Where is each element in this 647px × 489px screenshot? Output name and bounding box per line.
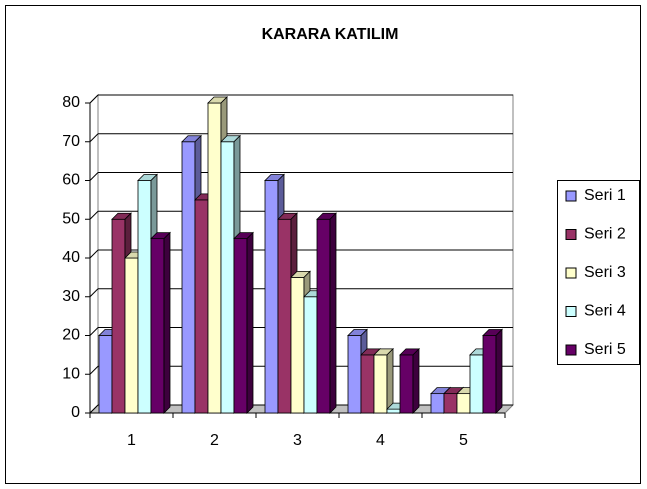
- legend-label: Seri 2: [584, 226, 626, 243]
- bar-front: [181, 141, 196, 414]
- y-tick-label: 80: [62, 94, 80, 111]
- legend-label: Seri 5: [584, 341, 626, 358]
- x-tick-label: 1: [127, 432, 136, 449]
- bar-front: [124, 257, 139, 414]
- bar-side: [412, 347, 420, 414]
- bar-front: [482, 335, 497, 414]
- bar-front: [194, 199, 209, 414]
- bar-front: [290, 276, 305, 414]
- bar-front: [430, 393, 445, 414]
- bar-front: [233, 238, 248, 414]
- bar-front: [443, 393, 458, 414]
- bar-front: [98, 335, 113, 414]
- x-tick-label: 5: [459, 432, 468, 449]
- legend-label: Seri 4: [584, 303, 626, 320]
- bar-front: [373, 354, 388, 414]
- bar-side: [495, 328, 503, 414]
- x-tick-label: 3: [293, 432, 302, 449]
- grid-line-side: [89, 210, 99, 220]
- bar-front: [360, 354, 375, 414]
- bar: [373, 347, 394, 414]
- grid-line-side: [89, 249, 99, 259]
- bar-front: [303, 296, 318, 414]
- y-tick-label: 10: [62, 365, 80, 382]
- bar-front: [220, 141, 235, 414]
- bar-front: [150, 238, 165, 414]
- bar: [233, 231, 254, 414]
- bar-side: [246, 231, 254, 414]
- legend-label: Seri 1: [584, 187, 626, 204]
- bar-front: [137, 180, 152, 414]
- y-tick-label: 30: [62, 288, 80, 305]
- y-tick-label: 50: [62, 210, 80, 227]
- grid-line-side: [89, 404, 99, 414]
- legend-swatch: [565, 306, 577, 317]
- legend-label: Seri 3: [584, 264, 626, 281]
- y-tick-label: 20: [62, 327, 80, 344]
- grid-line-side: [89, 94, 99, 104]
- y-tick-label: 70: [62, 133, 80, 150]
- bar-front: [386, 408, 401, 414]
- bar-front: [456, 393, 471, 414]
- grid-line-side: [89, 133, 99, 143]
- bar-front: [399, 354, 414, 414]
- bar-front: [111, 218, 126, 414]
- grid-line-side: [89, 288, 99, 298]
- bar-front: [277, 218, 292, 414]
- legend-swatch: [565, 344, 577, 356]
- y-tick-label: 0: [71, 404, 80, 421]
- x-tick-label: 2: [210, 432, 219, 449]
- bar-side: [163, 231, 171, 414]
- bar-front: [469, 354, 484, 414]
- legend-swatch: [565, 267, 577, 279]
- bar-side: [386, 347, 394, 414]
- y-tick-label: 60: [62, 172, 80, 189]
- bar-front: [207, 102, 222, 414]
- legend-swatch: [565, 190, 577, 202]
- y-tick-label: 40: [62, 249, 80, 266]
- grid-line-side: [89, 172, 99, 181]
- grid-line-side: [89, 365, 99, 375]
- bar: [399, 347, 420, 414]
- bar-front: [316, 218, 331, 414]
- bar-side: [329, 212, 337, 414]
- bar-front: [347, 335, 362, 414]
- x-tick-label: 4: [376, 432, 385, 449]
- chart-title: KARARA KATILIM: [262, 26, 399, 43]
- bar: [316, 212, 337, 414]
- bar-front: [264, 180, 279, 414]
- legend-swatch: [565, 229, 577, 240]
- bar: [150, 231, 171, 414]
- grid-line-side: [89, 327, 99, 336]
- bar: [482, 328, 503, 414]
